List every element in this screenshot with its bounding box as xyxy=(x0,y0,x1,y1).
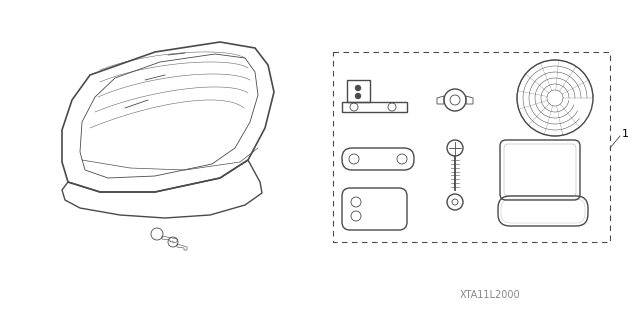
Circle shape xyxy=(355,93,361,99)
Text: XTA11L2000: XTA11L2000 xyxy=(460,290,520,300)
Circle shape xyxy=(355,85,361,91)
Text: 1: 1 xyxy=(622,129,629,139)
